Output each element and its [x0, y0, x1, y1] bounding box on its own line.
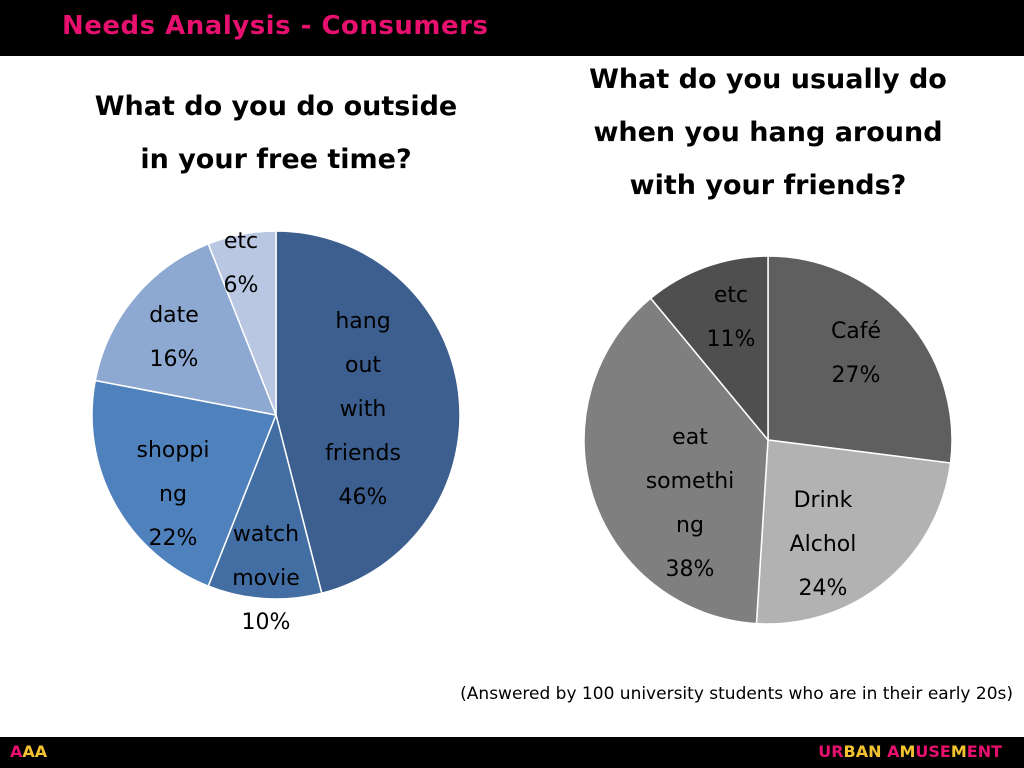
- pie-slice-value: 10%: [242, 610, 291, 635]
- pie-slice-value: 6%: [224, 273, 259, 298]
- pie-slice-value: 27%: [832, 363, 881, 388]
- pie-slice-label: etc 11%: [707, 283, 756, 352]
- right-chart-title-line: when you hang around: [593, 117, 943, 148]
- brand-right-part: BAN: [843, 742, 888, 761]
- pie-slice-value: 16%: [150, 347, 199, 372]
- pie-slice-label-line: Alchol: [790, 532, 857, 557]
- footer-brand-left: AAA: [10, 742, 47, 761]
- pie-slice-label-line: eat: [672, 425, 708, 450]
- pie-slice-label-line: watch: [233, 522, 299, 547]
- pie-slice: [583, 297, 769, 625]
- pie-slice-label: Café 27%: [831, 319, 881, 388]
- pie-slice-label: hang out with friends 46%: [325, 309, 401, 510]
- pie-slice: [649, 255, 769, 443]
- brand-left-part: A: [10, 742, 23, 761]
- pie-slice-label: shoppi ng 22%: [137, 438, 210, 551]
- pie-slice: [207, 412, 323, 600]
- left-chart-title: What do you do outside in your free time…: [66, 80, 486, 186]
- pie-slice-label-line: movie: [232, 566, 300, 591]
- survey-footnote: (Answered by 100 university students who…: [460, 684, 1013, 704]
- pie-slice-label-line: Drink: [794, 488, 853, 513]
- pie-slice-label: etc 6%: [224, 229, 259, 298]
- pie-slice: [767, 255, 953, 464]
- brand-left-part: AA: [22, 742, 48, 761]
- pie-slice-value: 24%: [799, 576, 848, 601]
- pie-slice: [755, 439, 952, 625]
- pie-slice: [207, 230, 277, 416]
- pie-slice-value: 11%: [707, 327, 756, 352]
- pie-slice-label-line: ng: [159, 482, 187, 507]
- brand-right-part: A: [887, 742, 900, 761]
- right-chart-title-line: with your friends?: [629, 170, 907, 201]
- footer-bar: AAA URBAN AMUSEMENT: [0, 737, 1024, 768]
- brand-right-part: ENT: [966, 742, 1002, 761]
- pie-slice-label-line: with: [340, 397, 387, 422]
- brand-right-part: UR: [818, 742, 844, 761]
- brand-right-part: USE: [915, 742, 951, 761]
- left-chart-title-line: in your free time?: [140, 144, 412, 175]
- pie-slice: [91, 379, 278, 588]
- pie-slice-label-line: ng: [676, 513, 704, 538]
- pie-slice-label-line: date: [149, 303, 199, 328]
- pie-slice-label-line: somethi: [646, 469, 735, 494]
- pie-slice-value: 38%: [666, 557, 715, 582]
- pie-slice-label-line: Café: [831, 319, 881, 344]
- header-bar: Needs Analysis - Consumers: [0, 0, 1024, 56]
- pie-slice-value: 22%: [149, 526, 198, 551]
- pie-slice-label-line: etc: [714, 283, 748, 308]
- pie-slice-label: Drink Alchol 24%: [790, 488, 857, 601]
- pie-slice-label: eat somethi ng 38%: [646, 425, 735, 582]
- footer-brand-right: URBAN AMUSEMENT: [818, 742, 1002, 761]
- left-chart-title-line: What do you do outside: [94, 91, 458, 122]
- pie-slice-label-line: out: [345, 353, 381, 378]
- pie-slice-label-line: shoppi: [137, 438, 210, 463]
- brand-right-part: M: [950, 742, 967, 761]
- brand-right-part: M: [899, 742, 916, 761]
- pie-slice-label-line: etc: [224, 229, 258, 254]
- pie-slice-label-line: hang: [335, 309, 390, 334]
- pie-slice-label: date 16%: [149, 303, 199, 372]
- right-chart-title-line: What do you usually do: [589, 64, 947, 95]
- pie-slice: [94, 242, 278, 416]
- pie-slice-label: watch movie 10%: [232, 522, 300, 635]
- slide-title: Needs Analysis - Consumers: [62, 11, 489, 41]
- pie-slice-value: 46%: [339, 485, 388, 510]
- pie-slice-label-line: friends: [325, 441, 401, 466]
- right-chart-title: What do you usually do when you hang aro…: [558, 53, 978, 212]
- pie-slice: [275, 230, 461, 595]
